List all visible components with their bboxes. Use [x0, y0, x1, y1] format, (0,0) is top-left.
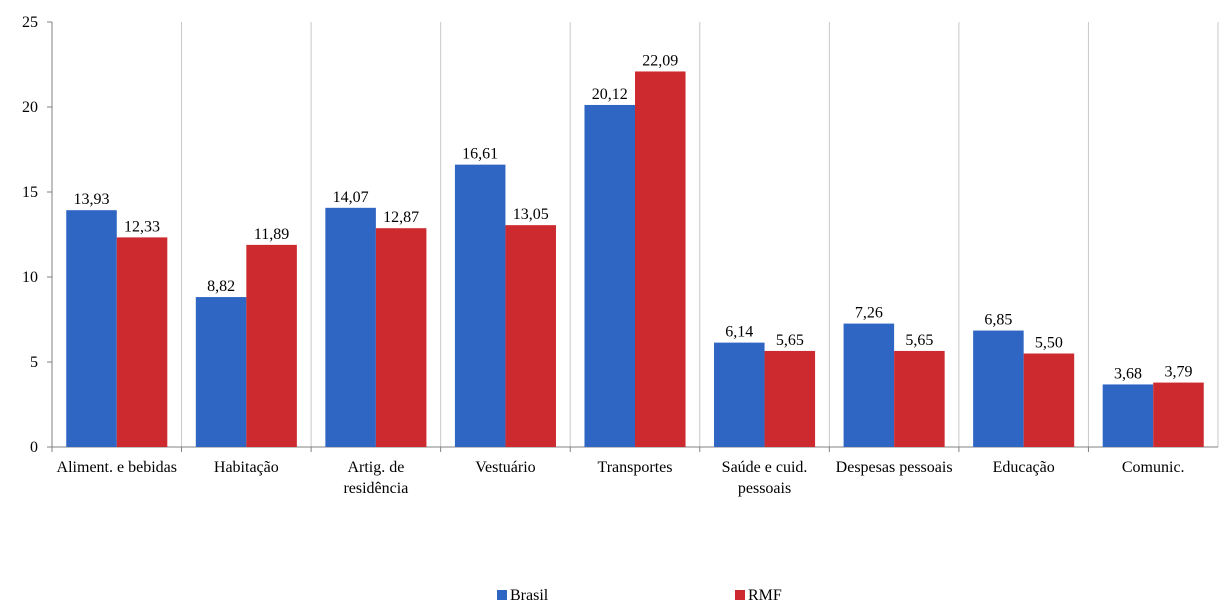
x-tick-label: Educação [992, 459, 1055, 476]
y-tick-label: 0 [30, 439, 38, 456]
value-label: 7,26 [855, 305, 883, 322]
value-label: 5,50 [1035, 335, 1063, 352]
bar [505, 225, 556, 447]
x-tick-label: Vestuário [475, 459, 536, 476]
value-label: 8,82 [207, 278, 235, 295]
value-label: 13,05 [513, 206, 549, 223]
legend-label: RMF [748, 587, 782, 604]
value-label: 13,93 [74, 191, 110, 208]
value-label: 3,79 [1164, 364, 1192, 381]
x-tick-label: Comunic. [1121, 459, 1185, 476]
value-label: 16,61 [462, 146, 498, 163]
value-label: 5,65 [776, 332, 804, 349]
value-label: 6,85 [984, 312, 1012, 329]
value-label: 12,33 [124, 218, 160, 235]
value-label: 11,89 [254, 226, 289, 243]
value-label: 14,07 [333, 189, 369, 206]
y-tick-label: 25 [22, 14, 38, 31]
value-label: 5,65 [905, 332, 933, 349]
value-label: 6,14 [725, 324, 753, 341]
x-tick-label: Saúde e cuid. pessoais [721, 459, 808, 497]
y-tick-label: 5 [30, 354, 38, 371]
x-tick-label: Aliment. e bebidas [56, 459, 177, 476]
bar [764, 350, 816, 447]
legend-label: Brasil [510, 587, 549, 604]
value-label: 20,12 [592, 86, 628, 103]
legend-swatch [497, 590, 507, 600]
bar [584, 104, 635, 448]
bar [246, 244, 297, 447]
bar [454, 164, 506, 447]
bar [1102, 384, 1154, 447]
value-label: 22,09 [642, 52, 678, 69]
bar [714, 342, 765, 447]
x-tick-label: Habitação [213, 459, 279, 476]
value-label: 3,68 [1114, 365, 1142, 382]
bar [375, 228, 427, 447]
x-tick-label: Artig. de residência [343, 459, 409, 497]
legend-swatch [735, 590, 745, 600]
x-tick-label: Despesas pessoais [835, 459, 953, 476]
bar [116, 237, 168, 447]
bar [66, 210, 117, 447]
bar [195, 297, 247, 447]
bar [894, 350, 945, 447]
bar [1153, 382, 1204, 447]
bar [325, 207, 376, 447]
bar [843, 323, 895, 447]
y-tick-label: 15 [22, 184, 38, 201]
bar [635, 71, 686, 447]
x-tick-label: Transportes [597, 459, 673, 476]
y-tick-label: 10 [22, 269, 38, 286]
bar [973, 330, 1024, 447]
value-label: 12,87 [383, 209, 419, 226]
y-tick-label: 20 [22, 99, 38, 116]
bar [1023, 353, 1075, 447]
